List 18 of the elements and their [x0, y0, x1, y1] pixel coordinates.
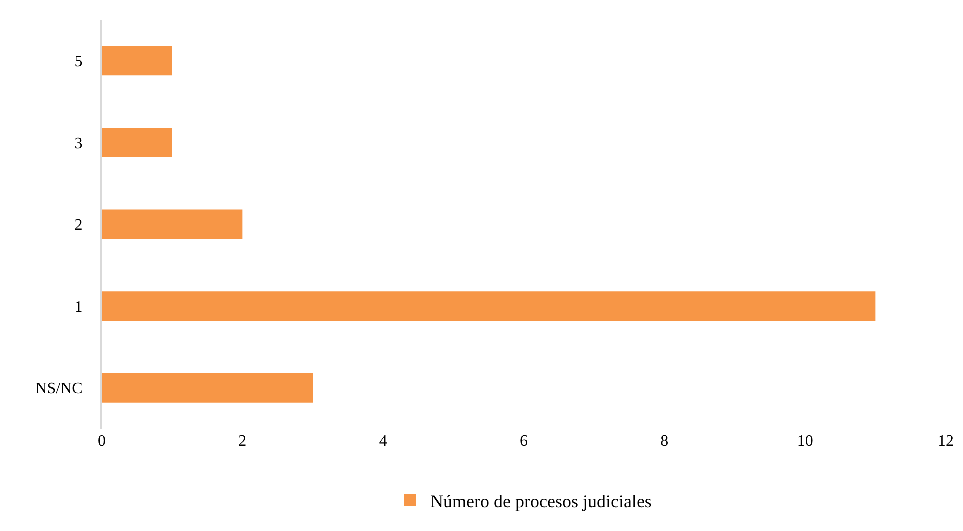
y-tick-label: NS/NC: [36, 380, 83, 398]
y-tick-label: 1: [74, 298, 83, 316]
bar: [102, 373, 313, 403]
y-tick-label: 5: [74, 54, 83, 70]
bar: [102, 210, 243, 240]
x-tick-label: 4: [379, 433, 388, 450]
x-tick-label: 2: [238, 433, 247, 450]
bar: [102, 292, 876, 322]
bar: [102, 46, 172, 76]
legend-label: Número de procesos judiciales: [430, 491, 652, 512]
x-tick-label: 12: [938, 433, 954, 450]
x-tick-label: 10: [797, 433, 814, 450]
x-tick-label: 6: [520, 433, 528, 450]
y-tick-label: 3: [74, 135, 83, 152]
x-tick-label: 0: [98, 433, 106, 450]
x-tick-label: 8: [660, 433, 669, 450]
bar: [102, 128, 172, 158]
y-tick-label: 2: [74, 217, 83, 234]
